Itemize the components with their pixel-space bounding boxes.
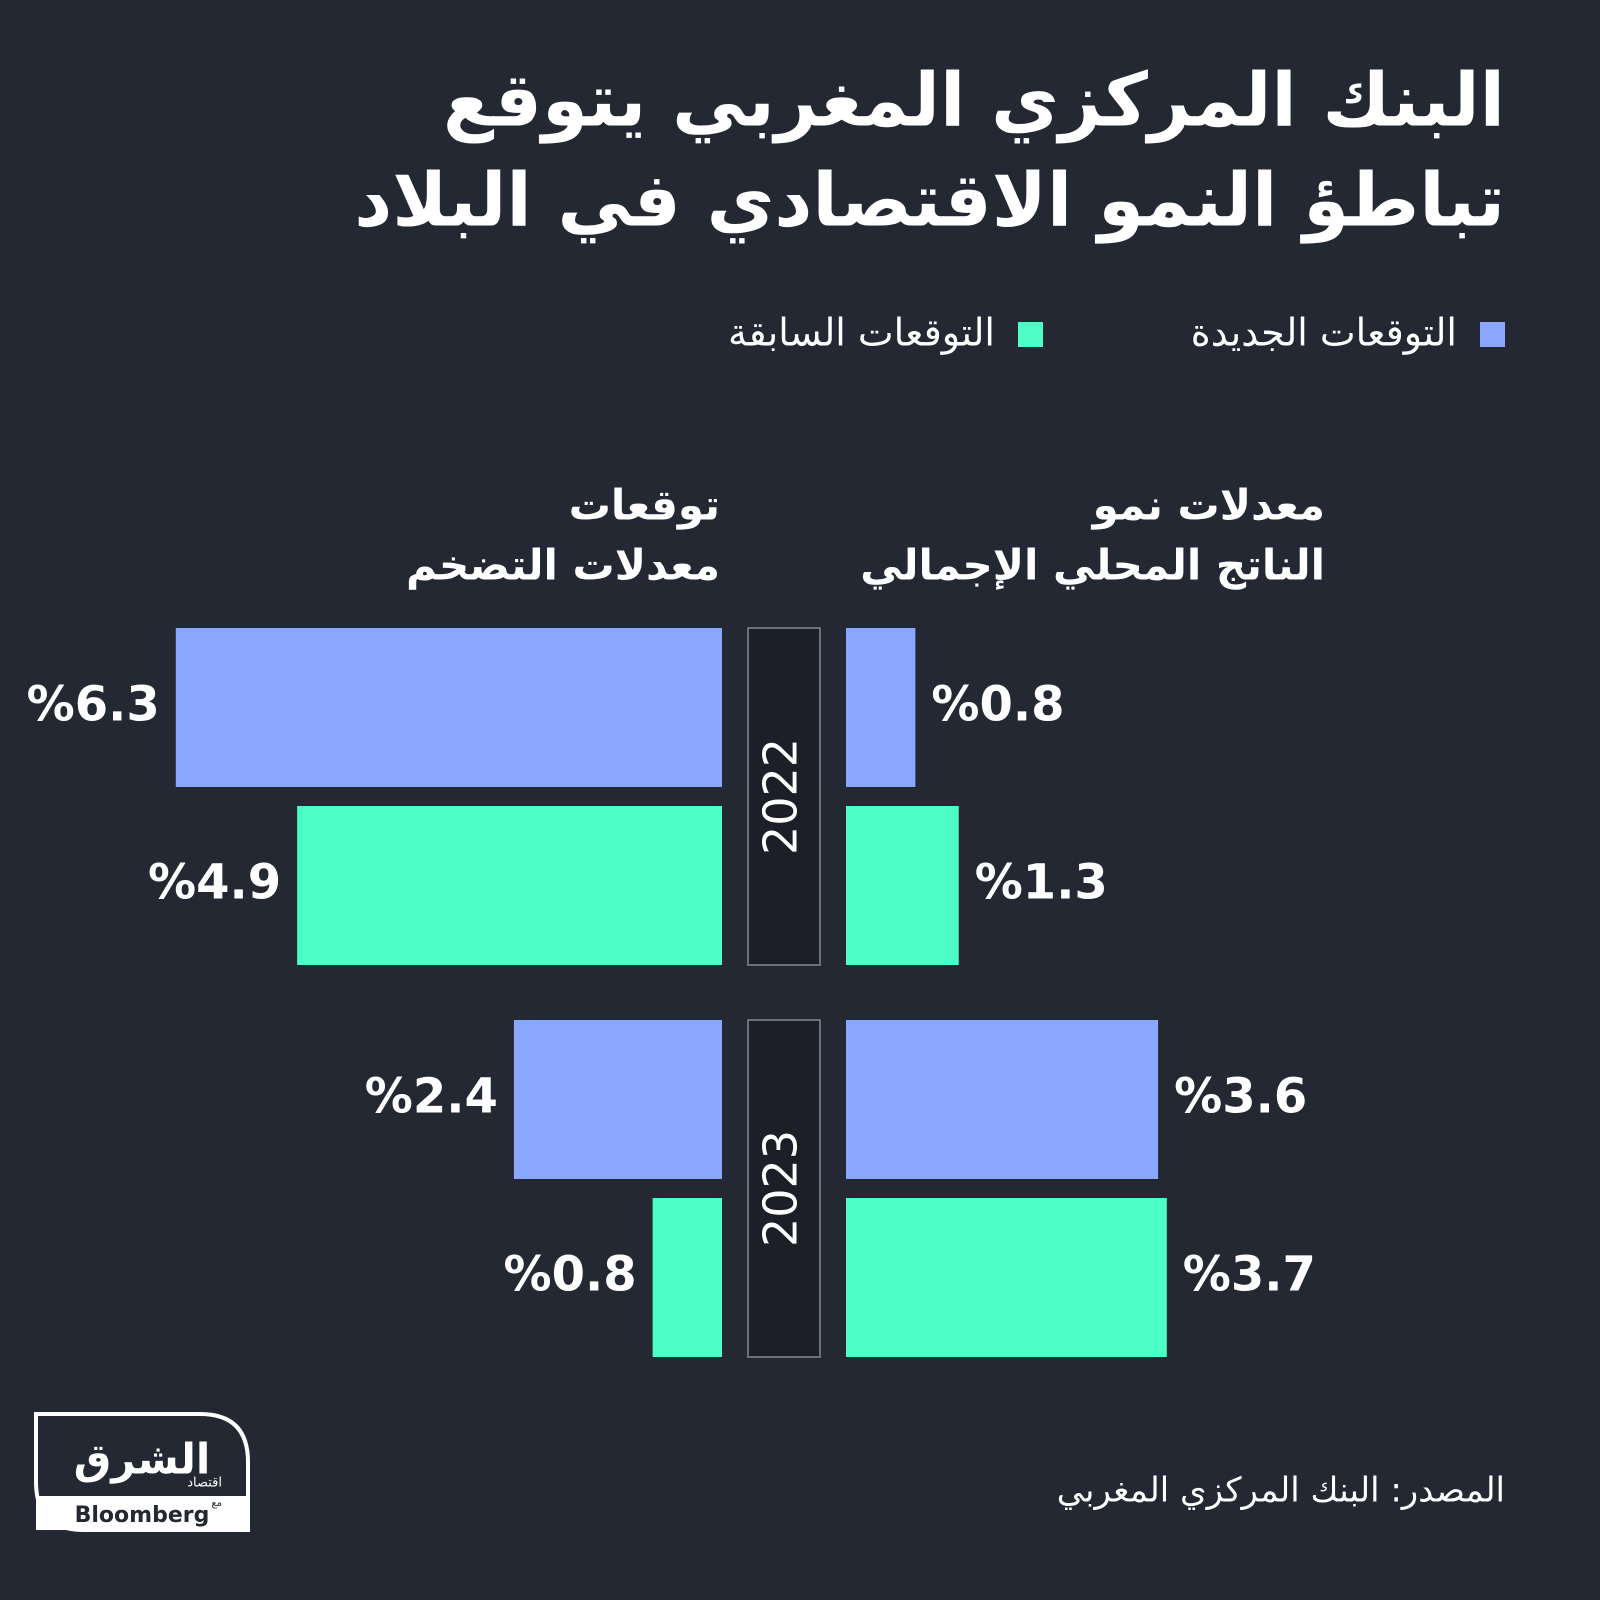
bar [846, 1020, 1159, 1179]
legend-swatch [1018, 322, 1043, 347]
value-label: %0.8 [504, 1247, 637, 1303]
panel-title: معدلات نمو [1091, 481, 1325, 531]
bar [175, 628, 723, 787]
panel-title: الناتج المحلي الإجمالي [860, 541, 1325, 591]
year-label: 2023 [754, 1130, 808, 1247]
year-label: 2022 [754, 738, 808, 855]
bar [297, 806, 722, 965]
title: البنك المركزي المغربي يتوقع [443, 58, 1505, 145]
bar [652, 1198, 722, 1357]
title: تباطؤ النمو الاقتصادي في البلاد [354, 158, 1505, 245]
value-label: %4.9 [148, 855, 281, 911]
logo-name: الشرق [74, 1435, 211, 1485]
logo-partner: Bloomberg [75, 1503, 210, 1528]
legend-swatch [1480, 322, 1505, 347]
value-label: %6.3 [27, 677, 160, 733]
value-label: %3.7 [1183, 1247, 1316, 1303]
legend-label: التوقعات الجديدة [1191, 311, 1457, 356]
bar [846, 806, 959, 965]
panel-title: توقعات [569, 481, 720, 531]
legend-label: التوقعات السابقة [728, 311, 995, 356]
logo-sub: اقتصاد [187, 1476, 222, 1491]
year-box [747, 1019, 821, 1358]
value-label: %1.3 [975, 855, 1108, 911]
bar [846, 628, 916, 787]
value-label: %2.4 [365, 1069, 498, 1125]
bar [513, 1020, 722, 1179]
bar [846, 1198, 1167, 1357]
panel-title: معدلات التضخم [406, 541, 720, 590]
logo-with: مع [211, 1498, 222, 1509]
source: المصدر: البنك المركزي المغربي [1057, 1471, 1505, 1511]
value-label: %3.6 [1174, 1069, 1307, 1125]
logo-band [36, 1496, 248, 1530]
logo [34, 1412, 250, 1532]
year-box [747, 627, 821, 966]
value-label: %0.8 [931, 677, 1064, 733]
